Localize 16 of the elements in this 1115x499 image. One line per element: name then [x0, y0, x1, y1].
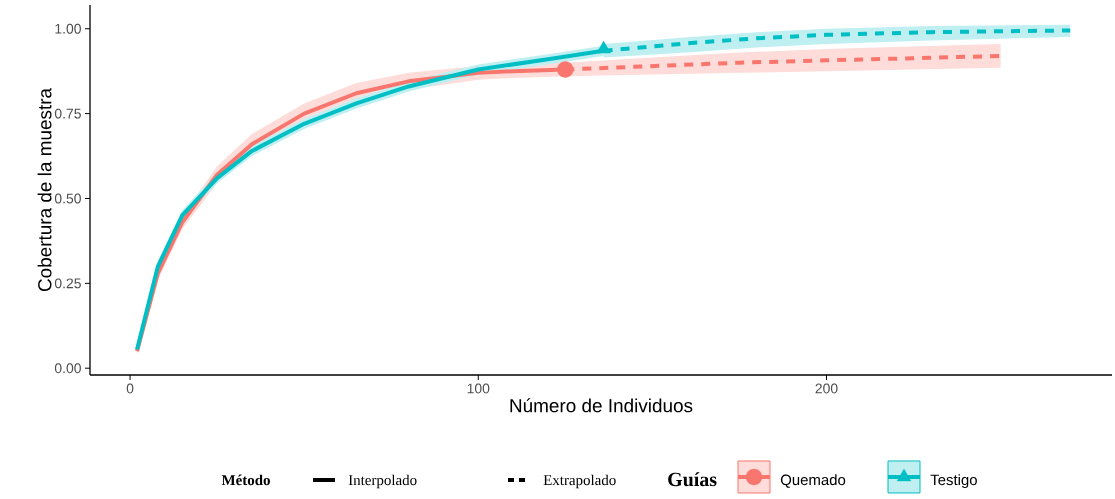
y-tick-label: 0.25 — [54, 278, 81, 289]
y-axis-title: Cobertura de la muestra — [37, 87, 52, 292]
y-tick-label: 0.00 — [54, 363, 81, 374]
y-tick-label: 0.50 — [54, 193, 81, 204]
x-tick-label: 200 — [815, 383, 838, 394]
y-tick-label: 0.75 — [54, 108, 81, 119]
text: Extrapolado — [543, 474, 616, 489]
x-tick-label: 100 — [467, 383, 490, 394]
x-axis-title: Número de Individuos — [510, 398, 693, 413]
x-tick-label: 0 — [126, 383, 134, 394]
text: Interpolado — [348, 474, 417, 489]
legend-title: Guías — [668, 472, 717, 487]
legend-label: Quemado — [780, 474, 846, 488]
y-tick-label: 1.00 — [55, 23, 81, 34]
text: Método — [221, 474, 270, 486]
legend-label: Testigo — [930, 474, 977, 489]
